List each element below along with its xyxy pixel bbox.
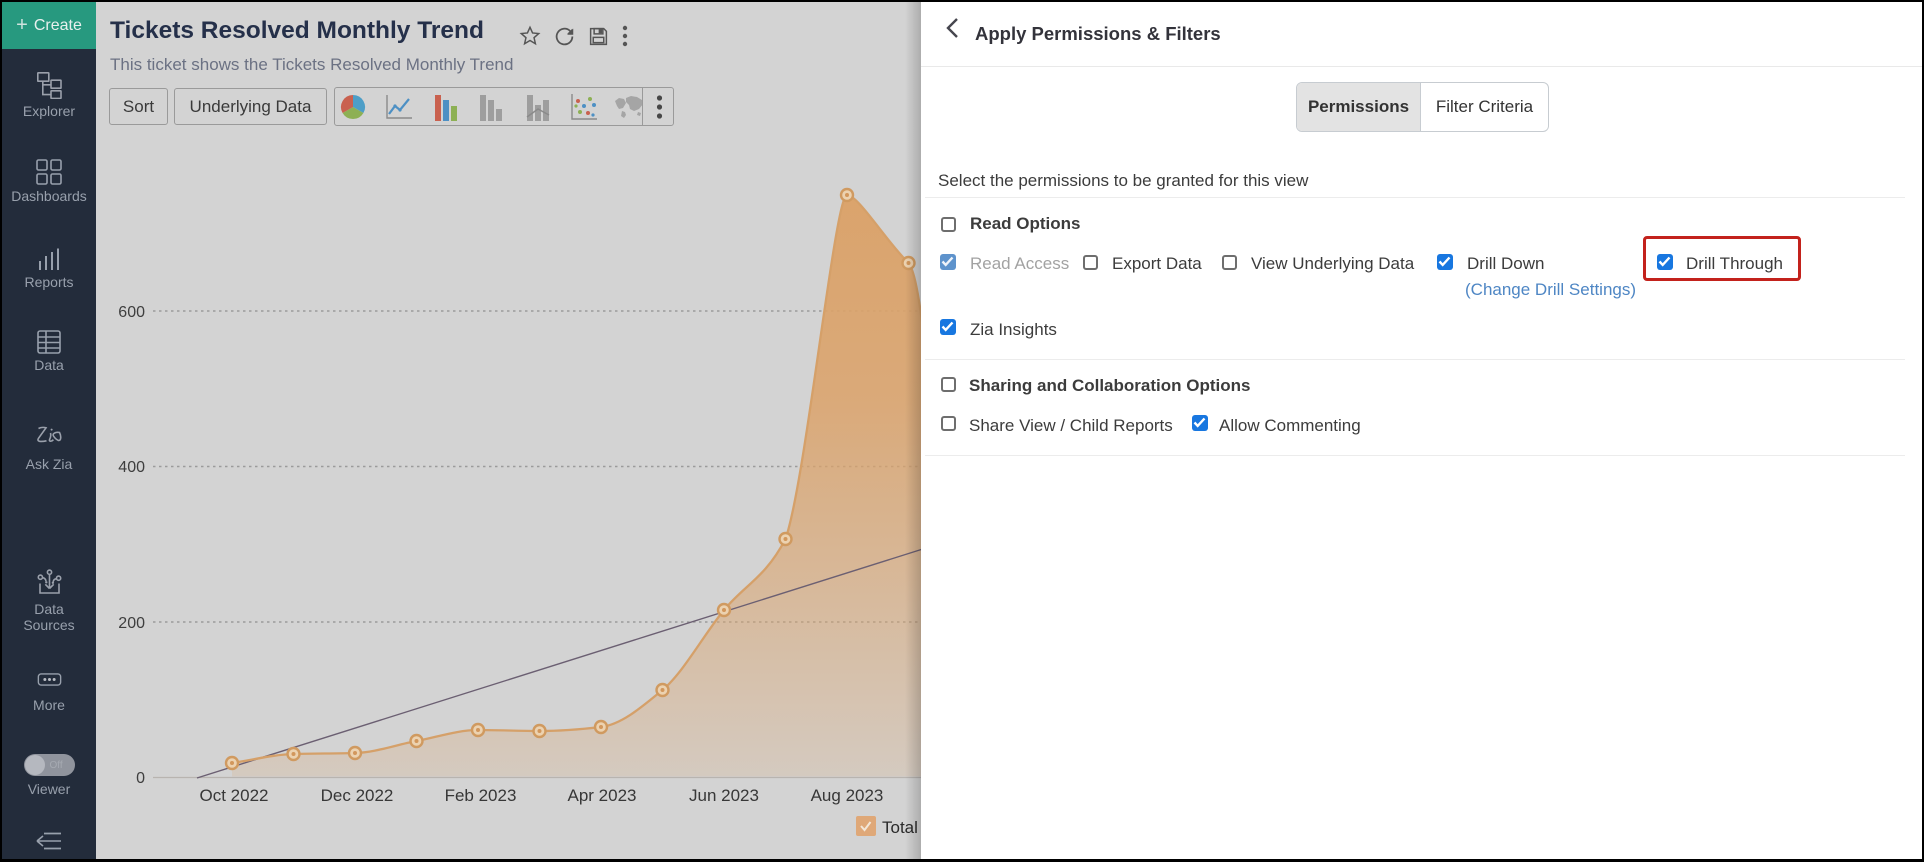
svg-text:600: 600 xyxy=(118,304,145,321)
svg-text:Jun 2023: Jun 2023 xyxy=(689,786,759,805)
svg-text:Aug 2023: Aug 2023 xyxy=(811,786,884,805)
svg-text:Oct 2022: Oct 2022 xyxy=(200,786,269,805)
svg-text:Apr 2023: Apr 2023 xyxy=(568,786,637,805)
svg-text:Feb 2023: Feb 2023 xyxy=(445,786,517,805)
svg-text:200: 200 xyxy=(118,615,145,632)
svg-text:Total Ti: Total Ti xyxy=(882,818,931,837)
svg-text:0: 0 xyxy=(136,770,145,787)
svg-text:Dec 2022: Dec 2022 xyxy=(321,786,394,805)
svg-text:400: 400 xyxy=(118,459,145,476)
